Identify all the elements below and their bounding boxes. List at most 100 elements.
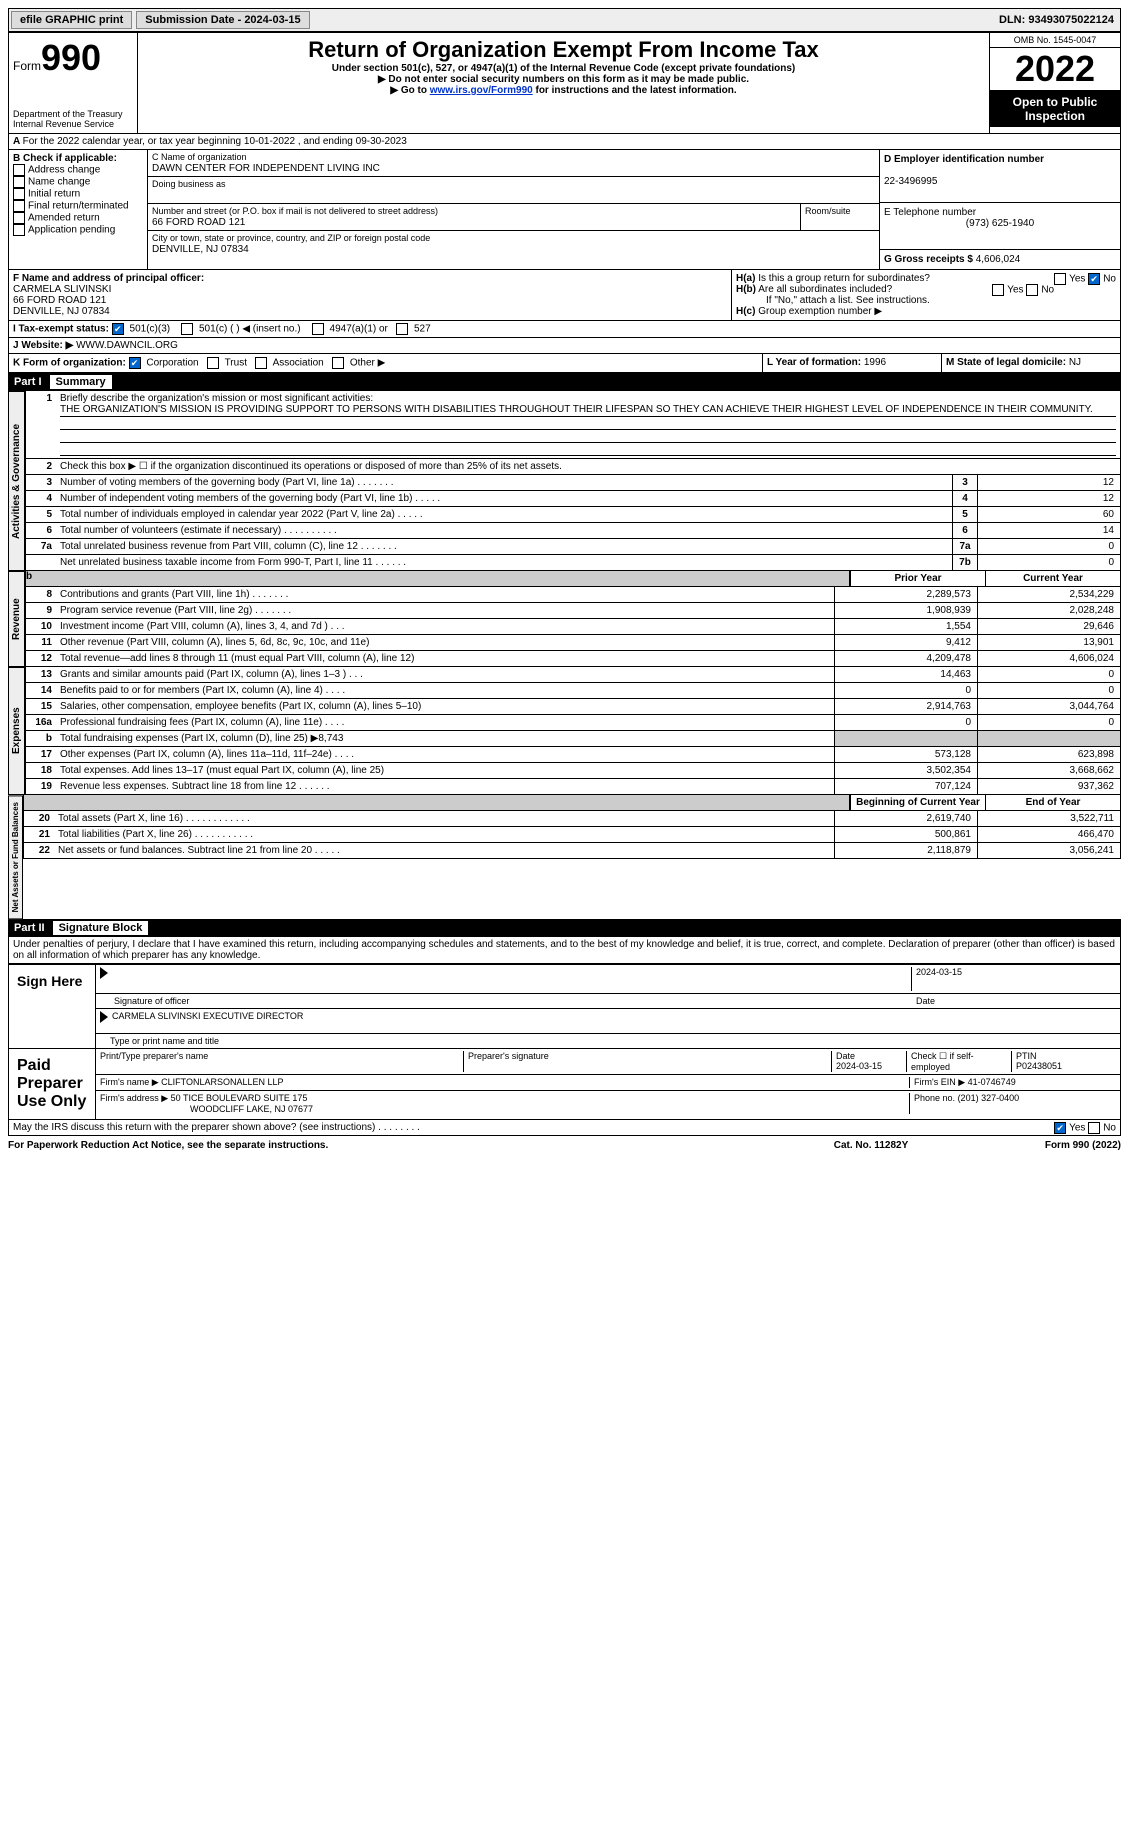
phone: (973) 625-1940	[884, 218, 1116, 229]
table-row: 9Program service revenue (Part VIII, lin…	[26, 603, 1120, 619]
l4-b: 4	[952, 491, 977, 506]
table-row: 20Total assets (Part X, line 16) . . . .…	[24, 811, 1120, 827]
tab-revenue: Revenue	[8, 571, 25, 667]
hb-label: Are all subordinates included?	[758, 284, 892, 295]
l7a-n: 7a	[26, 539, 56, 554]
box-l-label: L Year of formation:	[767, 357, 861, 368]
l5-v: 60	[977, 507, 1120, 522]
submission-btn[interactable]: Submission Date - 2024-03-15	[136, 11, 309, 29]
form-header: Form990 Department of the Treasury Inter…	[8, 32, 1121, 134]
l2-n: 2	[26, 459, 56, 474]
ha-label: Is this a group return for subordinates?	[758, 273, 930, 284]
opt-final: Final return/terminated	[28, 201, 129, 212]
k-o3: Association	[273, 358, 324, 369]
website: WWW.DAWNCIL.ORG	[76, 340, 178, 351]
efile-btn[interactable]: efile GRAPHIC print	[11, 11, 132, 29]
box-i-label: I Tax-exempt status:	[13, 324, 109, 335]
expenses-grid: Expenses 13Grants and similar amounts pa…	[8, 667, 1121, 795]
l5-b: 5	[952, 507, 977, 522]
table-row: bTotal fundraising expenses (Part IX, co…	[26, 731, 1120, 747]
footer-center: Cat. No. 11282Y	[771, 1140, 971, 1151]
firm-ein: 41-0746749	[968, 1077, 1016, 1087]
city: DENVILLE, NJ 07834	[152, 244, 249, 255]
main-title: Return of Organization Exempt From Incom…	[142, 37, 985, 63]
opt-name: Name change	[28, 177, 90, 188]
box-k-label: K Form of organization:	[13, 358, 126, 369]
col-py: Prior Year	[850, 571, 985, 586]
table-row: 15Salaries, other compensation, employee…	[26, 699, 1120, 715]
self-emp-label: Check ☐ if self-employed	[906, 1051, 1011, 1072]
gross-receipts: 4,606,024	[976, 254, 1021, 265]
firm-addr2: WOODCLIFF LAKE, NJ 07677	[100, 1104, 313, 1114]
tab-activities: Activities & Governance	[8, 391, 25, 571]
h-note: If "No," attach a list. See instructions…	[736, 295, 1116, 306]
irs: Internal Revenue Service	[13, 119, 133, 129]
footer-right: Form 990 (2022)	[971, 1140, 1121, 1151]
prep-date-label: Date	[836, 1051, 855, 1061]
row-a-text: For the 2022 calendar year, or tax year …	[23, 136, 407, 147]
table-row: 19Revenue less expenses. Subtract line 1…	[26, 779, 1120, 794]
row-klm: K Form of organization: ✔ Corporation Tr…	[8, 354, 1121, 373]
irs-link[interactable]: www.irs.gov/Form990	[430, 85, 533, 96]
table-row: 17Other expenses (Part IX, column (A), l…	[26, 747, 1120, 763]
room-label: Room/suite	[800, 204, 879, 230]
officer-addr2: DENVILLE, NJ 07834	[13, 306, 110, 317]
phone-label: Phone no.	[914, 1093, 955, 1103]
l4-t: Number of independent voting members of …	[56, 491, 952, 506]
ein: 22-3496995	[884, 176, 937, 187]
i-o3: 4947(a)(1) or	[330, 324, 388, 335]
part1-title: Summary	[50, 375, 112, 389]
org-name: DAWN CENTER FOR INDEPENDENT LIVING INC	[152, 163, 380, 174]
table-row: 13Grants and similar amounts paid (Part …	[26, 667, 1120, 683]
col-cy: Current Year	[985, 571, 1120, 586]
sub3-pre: ▶ Go to	[390, 85, 429, 96]
l7a-t: Total unrelated business revenue from Pa…	[56, 539, 952, 554]
l6-v: 14	[977, 523, 1120, 538]
l1-t: Briefly describe the organization's miss…	[60, 393, 373, 404]
opt-addr: Address change	[28, 165, 100, 176]
netassets-grid: Net Assets or Fund Balances Beginning of…	[8, 795, 1121, 919]
sign-here-label: Sign Here	[9, 965, 96, 1048]
tab-expenses: Expenses	[8, 667, 25, 795]
form-word: Form	[13, 59, 41, 73]
date-label: Date	[912, 996, 1116, 1006]
part2-title: Signature Block	[53, 921, 149, 935]
officer-name: CARMELA SLIVINSKI	[13, 284, 111, 295]
firm-ein-label: Firm's EIN ▶	[914, 1077, 965, 1087]
firm-addr-label: Firm's address ▶	[100, 1093, 168, 1103]
l6-b: 6	[952, 523, 977, 538]
l1-n: 1	[26, 391, 56, 458]
form-number: 990	[41, 37, 101, 78]
dba-label: Doing business as	[152, 179, 226, 189]
revenue-grid: Revenue bPrior YearCurrent Year 8Contrib…	[8, 571, 1121, 667]
omb: OMB No. 1545-0047	[990, 33, 1120, 47]
l7b-v: 0	[977, 555, 1120, 570]
open-public: Open to Public Inspection	[990, 91, 1120, 127]
dln: DLN: 93493075022124	[999, 14, 1120, 26]
l7a-b: 7a	[952, 539, 977, 554]
opt-amended: Amended return	[28, 213, 100, 224]
box-f-label: F Name and address of principal officer:	[13, 273, 204, 284]
discuss-yes: Yes	[1069, 1123, 1085, 1134]
box-j-label: J Website: ▶	[13, 340, 73, 351]
tax-year: 2022	[990, 47, 1120, 91]
opt-initial: Initial return	[28, 189, 80, 200]
l3-n: 3	[26, 475, 56, 490]
table-row: 22Net assets or fund balances. Subtract …	[24, 843, 1120, 858]
col-boy: Beginning of Current Year	[850, 795, 985, 810]
paid-label: Paid Preparer Use Only	[9, 1049, 96, 1119]
table-row: 8Contributions and grants (Part VIII, li…	[26, 587, 1120, 603]
tab-netassets: Net Assets or Fund Balances	[8, 795, 23, 919]
discuss-text: May the IRS discuss this return with the…	[13, 1122, 420, 1133]
penalty-text: Under penalties of perjury, I declare th…	[8, 937, 1121, 964]
box-c-label: C Name of organization	[152, 152, 247, 162]
part2-label: Part II	[14, 922, 53, 934]
k-o4: Other ▶	[350, 358, 385, 369]
l3-b: 3	[952, 475, 977, 490]
triangle-icon	[100, 1011, 108, 1023]
hc-label: Group exemption number ▶	[758, 306, 882, 317]
l2-t: Check this box ▶ ☐ if the organization d…	[56, 459, 1120, 474]
l7b-t: Net unrelated business taxable income fr…	[56, 555, 952, 570]
footer-left: For Paperwork Reduction Act Notice, see …	[8, 1140, 771, 1151]
table-row: 21Total liabilities (Part X, line 26) . …	[24, 827, 1120, 843]
